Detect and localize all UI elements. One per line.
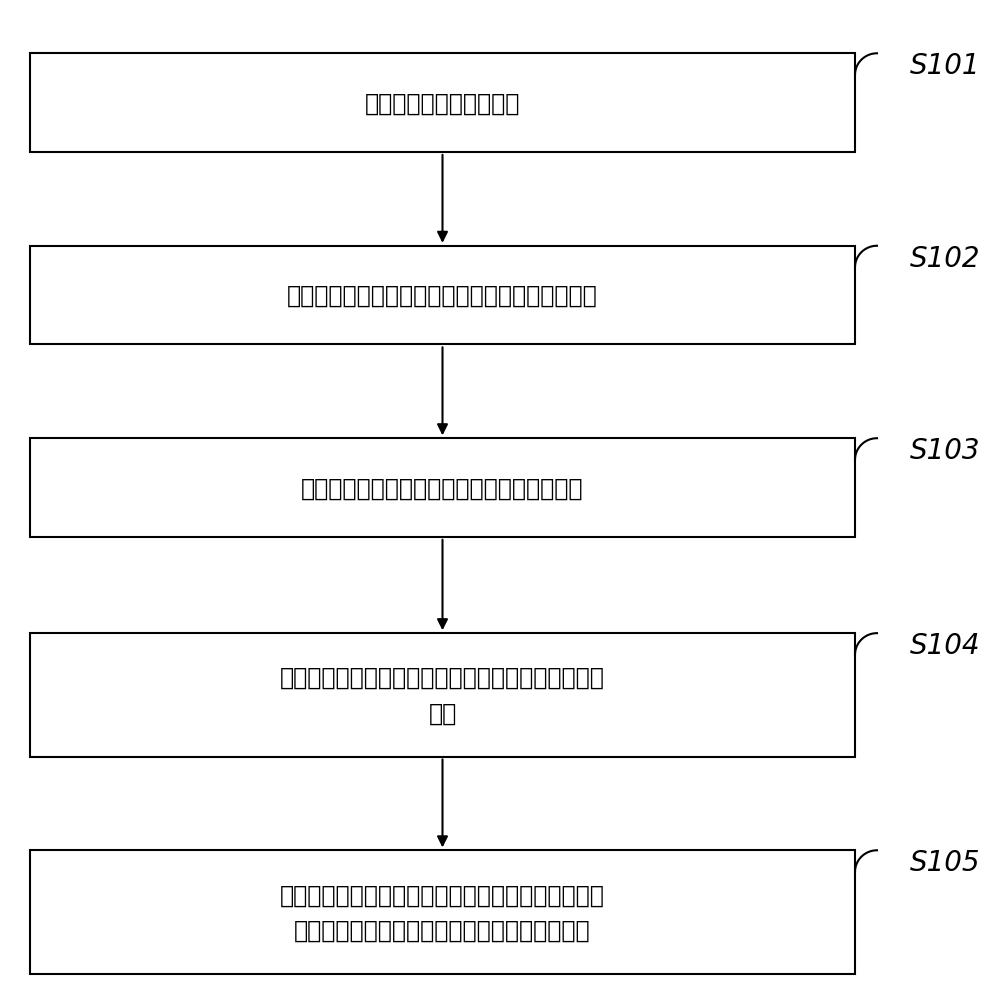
Text: S102: S102 <box>910 245 980 272</box>
Bar <box>30 54 855 153</box>
Text: 对所述目标测量数据进行高斯滤波，得到滤波数据: 对所述目标测量数据进行高斯滤波，得到滤波数据 <box>287 284 598 308</box>
Text: 获取钢板的目标测量数据: 获取钢板的目标测量数据 <box>365 92 520 115</box>
Text: 根据预设的板形缺陷条件，对所述水平数据进行缺陷
检测及形变计算，得到所述钢板的缺陷形变参数: 根据预设的板形缺陷条件，对所述水平数据进行缺陷 检测及形变计算，得到所述钢板的缺… <box>280 882 605 942</box>
Bar <box>30 246 855 345</box>
Text: 对所述校准数据进行接缝计算和水平调整，得到水平
数据: 对所述校准数据进行接缝计算和水平调整，得到水平 数据 <box>280 666 605 725</box>
Bar <box>30 439 855 537</box>
Text: S103: S103 <box>910 437 980 464</box>
Text: 对所述滤波数据进行梯度校准，得到校准数据: 对所述滤波数据进行梯度校准，得到校准数据 <box>301 476 584 500</box>
Bar <box>30 850 855 974</box>
Text: S105: S105 <box>910 848 980 877</box>
Bar <box>30 634 855 757</box>
Text: S104: S104 <box>910 631 980 660</box>
Text: S101: S101 <box>910 52 980 80</box>
